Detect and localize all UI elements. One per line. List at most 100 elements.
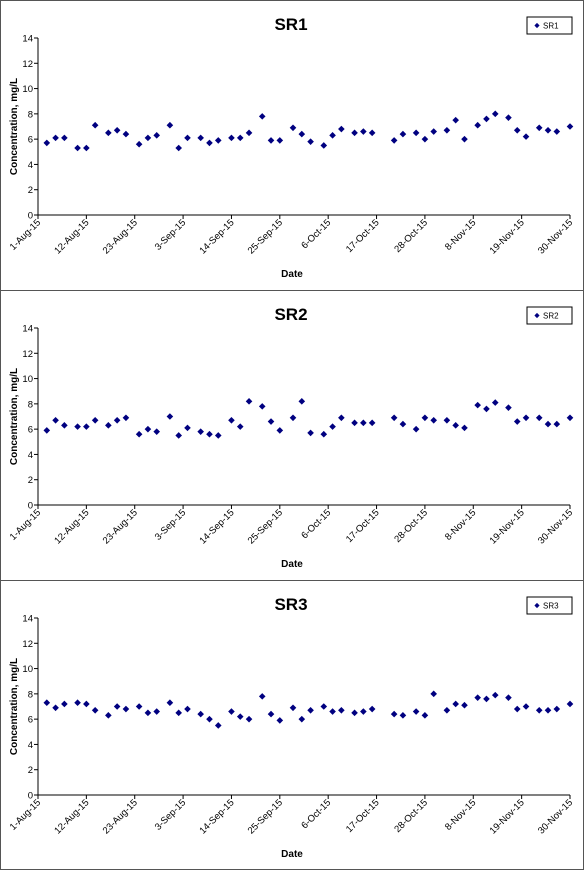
data-point [245, 398, 253, 405]
x-tick-label: 19-Nov-15 [488, 797, 527, 836]
data-point [52, 704, 59, 712]
data-point [258, 113, 266, 120]
data-point [430, 128, 438, 135]
legend-box [526, 306, 573, 325]
y-tick-label: 2 [28, 765, 33, 776]
x-tick-label: 14-Sep-15 [197, 507, 236, 546]
data-point [399, 130, 407, 138]
legend-label: SR2 [543, 312, 559, 321]
data-point [461, 701, 468, 709]
x-tick-label: 19-Nov-15 [488, 507, 527, 546]
data-point [522, 414, 530, 422]
data-point [491, 110, 499, 118]
legend-marker [534, 22, 540, 29]
y-tick-label: 12 [22, 639, 33, 650]
y-tick-label: 6 [28, 715, 33, 726]
x-tick-label: 25-Sep-15 [246, 217, 285, 256]
data-point [522, 703, 530, 710]
data-point [430, 690, 438, 698]
chart-title: SR2 [274, 305, 307, 324]
data-point [175, 432, 182, 439]
data-point [122, 130, 130, 138]
data-point [535, 124, 543, 132]
data-point [91, 121, 99, 129]
data-point [443, 706, 451, 714]
data-point [360, 708, 367, 715]
data-point [184, 705, 191, 713]
x-tick-label: 8-Nov-15 [443, 797, 478, 832]
data-point [513, 126, 521, 134]
data-point [553, 420, 561, 428]
legend-box [526, 596, 573, 615]
data-point [421, 135, 429, 143]
data-point [474, 121, 481, 129]
data-point [491, 399, 499, 406]
data-point [258, 403, 266, 410]
data-point [43, 139, 51, 147]
legend-marker [534, 312, 540, 319]
x-axis-label: Date [281, 849, 303, 860]
data-point [368, 129, 376, 137]
data-point [153, 132, 161, 139]
data-point [43, 699, 51, 707]
data-point [135, 430, 143, 438]
data-point [276, 427, 284, 434]
data-point [298, 130, 306, 138]
data-point [544, 420, 552, 428]
data-point [113, 126, 121, 134]
data-point [184, 424, 191, 432]
x-tick-label: 1-Aug-15 [8, 217, 43, 252]
legend-marker [534, 602, 540, 609]
chart-panel-sr1: SR1 0 2 4 6 8 10 12 14 1-Aug-15 12-Aug-15 23-Aug-15… [0, 0, 584, 291]
data-point [461, 135, 468, 143]
data-point [553, 128, 561, 135]
chart-svg: SR1 0 2 4 6 8 10 12 14 1-Aug-15 12-Aug-15 23-Aug-15… [8, 15, 575, 280]
x-axis-label: Date [281, 559, 303, 570]
x-tick-label: 23-Aug-15 [101, 217, 140, 256]
data-point [483, 115, 490, 123]
data-point [443, 126, 451, 134]
data-point [61, 700, 68, 708]
data-point [368, 705, 376, 713]
x-tick-label: 25-Sep-15 [246, 507, 285, 546]
data-point [338, 125, 345, 133]
data-point [566, 123, 574, 130]
data-point [113, 416, 121, 424]
y-tick-label: 10 [22, 664, 33, 675]
data-point [399, 420, 407, 428]
data-point [307, 138, 314, 145]
data-point [43, 427, 51, 434]
data-point [105, 129, 112, 137]
data-point [421, 414, 429, 422]
x-tick-label: 12-Aug-15 [52, 217, 91, 256]
y-tick-label: 6 [28, 135, 33, 146]
data-point [505, 404, 512, 411]
data-point [144, 709, 152, 717]
data-point [368, 419, 376, 427]
chart-title: SR3 [274, 595, 307, 614]
data-point [412, 129, 420, 137]
data-point [474, 401, 481, 409]
data-point [236, 134, 244, 142]
chart-panel-sr2: SR2 0 2 4 6 8 10 12 14 1-Aug-15 12-Aug-15 23-Aug-15… [0, 290, 584, 581]
data-point [276, 137, 284, 144]
y-tick-label: 2 [28, 475, 33, 486]
x-axis-label: Date [281, 269, 303, 280]
x-tick-label: 17-Oct-15 [344, 507, 382, 545]
data-point [320, 430, 328, 438]
data-point [289, 704, 297, 712]
data-point [483, 695, 490, 703]
data-point [175, 144, 182, 152]
data-point [74, 423, 81, 430]
data-point [390, 710, 398, 718]
data-point [83, 423, 90, 430]
y-tick-label: 4 [28, 740, 33, 751]
y-tick-label: 0 [28, 501, 33, 512]
data-point [553, 705, 561, 713]
y-tick-label: 14 [22, 614, 33, 625]
chart-panel-sr3: SR3 0 2 4 6 8 10 12 14 1-Aug-15 12-Aug-15 23-Aug-15… [0, 580, 584, 870]
data-point [122, 414, 130, 422]
data-point [298, 398, 306, 405]
data-point [360, 128, 367, 135]
data-point [544, 126, 552, 134]
